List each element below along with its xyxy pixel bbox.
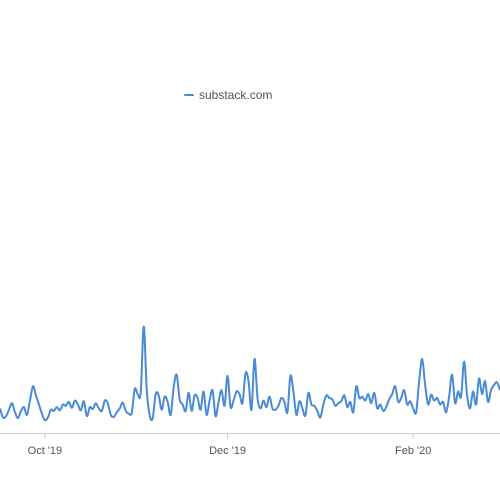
legend-line-swatch: [184, 94, 194, 96]
x-tick-label: Feb '20: [395, 445, 431, 457]
x-tick-label: Oct '19: [28, 445, 63, 457]
x-tick-label: Dec '19: [209, 445, 246, 457]
legend[interactable]: substack.com: [184, 88, 272, 102]
series-line-substack[interactable]: [0, 325, 500, 422]
legend-label: substack.com: [199, 88, 273, 102]
